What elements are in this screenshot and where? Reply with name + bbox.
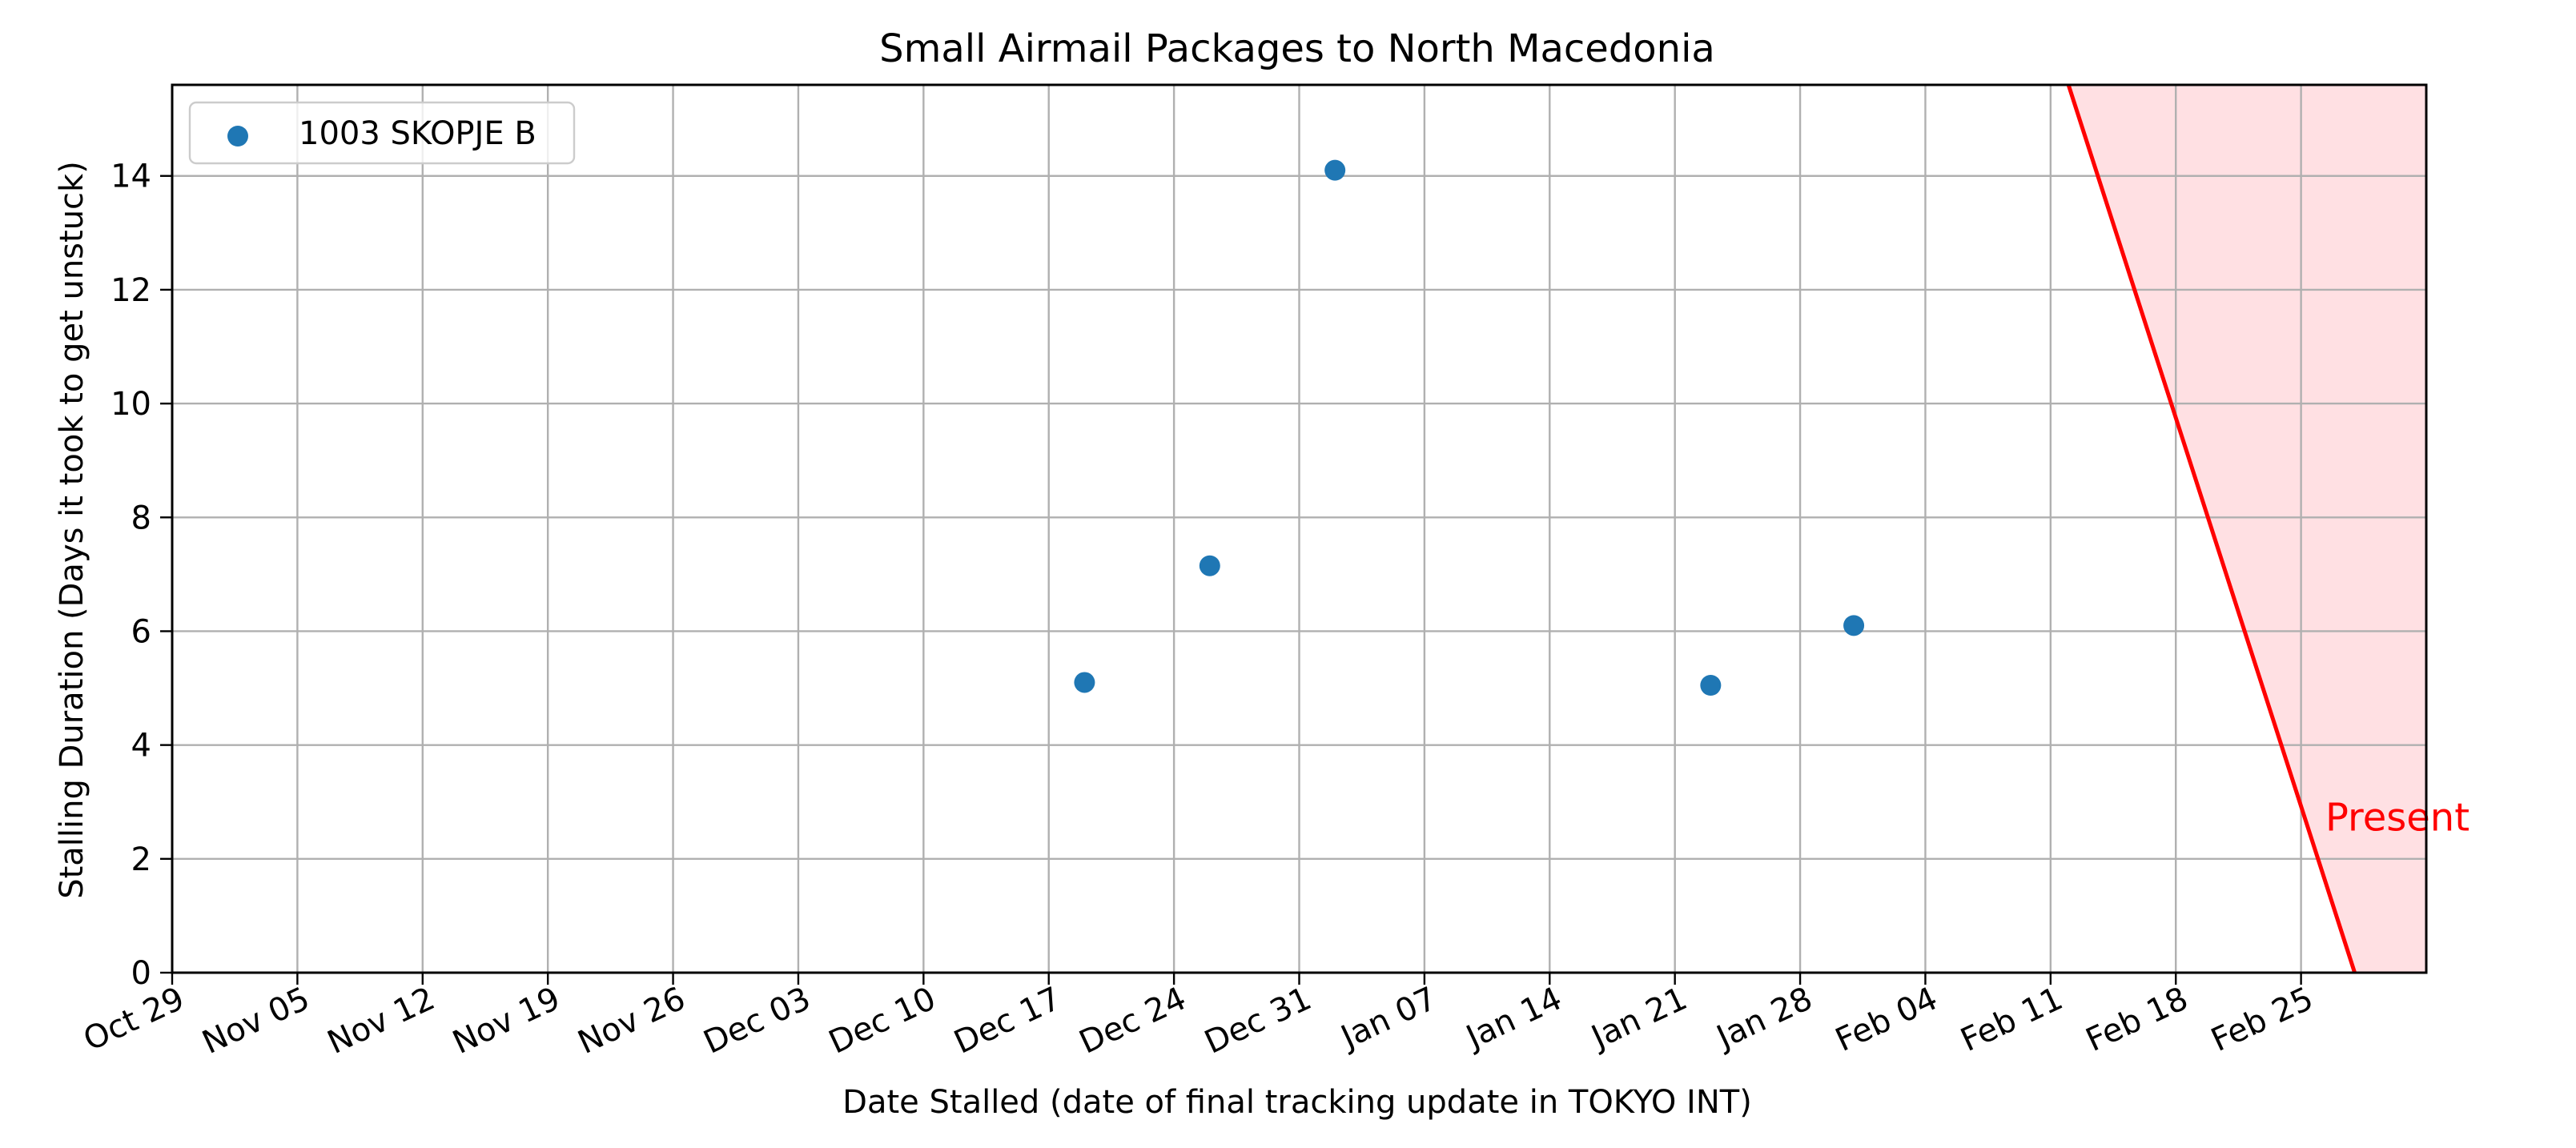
data-point: [1324, 159, 1346, 181]
y-tick-label: 12: [111, 272, 151, 309]
y-tick-label: 8: [131, 500, 151, 536]
y-tick-label: 0: [131, 955, 151, 992]
chart-title: Small Airmail Packages to North Macedoni…: [879, 26, 1715, 71]
data-point: [1700, 674, 1722, 696]
y-tick-label: 14: [111, 159, 151, 195]
legend-label: 1003 SKOPJE B: [299, 115, 536, 152]
y-tick-label: 4: [131, 728, 151, 765]
y-tick-label: 6: [131, 613, 151, 650]
present-label: Present: [2325, 795, 2470, 840]
y-axis-label: Stalling Duration (Days it took to get u…: [54, 161, 90, 899]
data-point: [1199, 555, 1220, 576]
legend-marker: [227, 126, 248, 147]
data-point: [1074, 672, 1095, 693]
data-point: [1843, 615, 1865, 636]
x-axis-label: Date Stalled (date of final tracking upd…: [842, 1084, 1752, 1121]
present-line: [2066, 85, 2357, 973]
y-tick-label: 2: [131, 841, 151, 878]
legend-box: [188, 101, 576, 165]
present-shaded-region: [2068, 85, 2426, 973]
y-tick-label: 10: [111, 386, 151, 423]
